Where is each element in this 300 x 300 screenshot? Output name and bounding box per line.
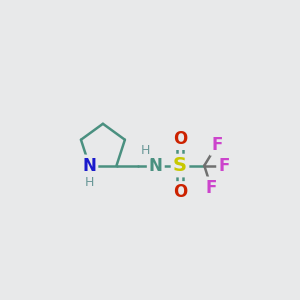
Text: H: H: [85, 176, 94, 189]
Text: F: F: [218, 157, 230, 175]
Text: N: N: [149, 157, 163, 175]
Text: O: O: [173, 183, 187, 201]
Text: F: F: [206, 178, 217, 196]
Text: H: H: [141, 144, 150, 157]
Text: N: N: [82, 157, 96, 175]
Text: F: F: [211, 136, 223, 154]
Text: S: S: [173, 156, 187, 175]
Text: O: O: [173, 130, 187, 148]
